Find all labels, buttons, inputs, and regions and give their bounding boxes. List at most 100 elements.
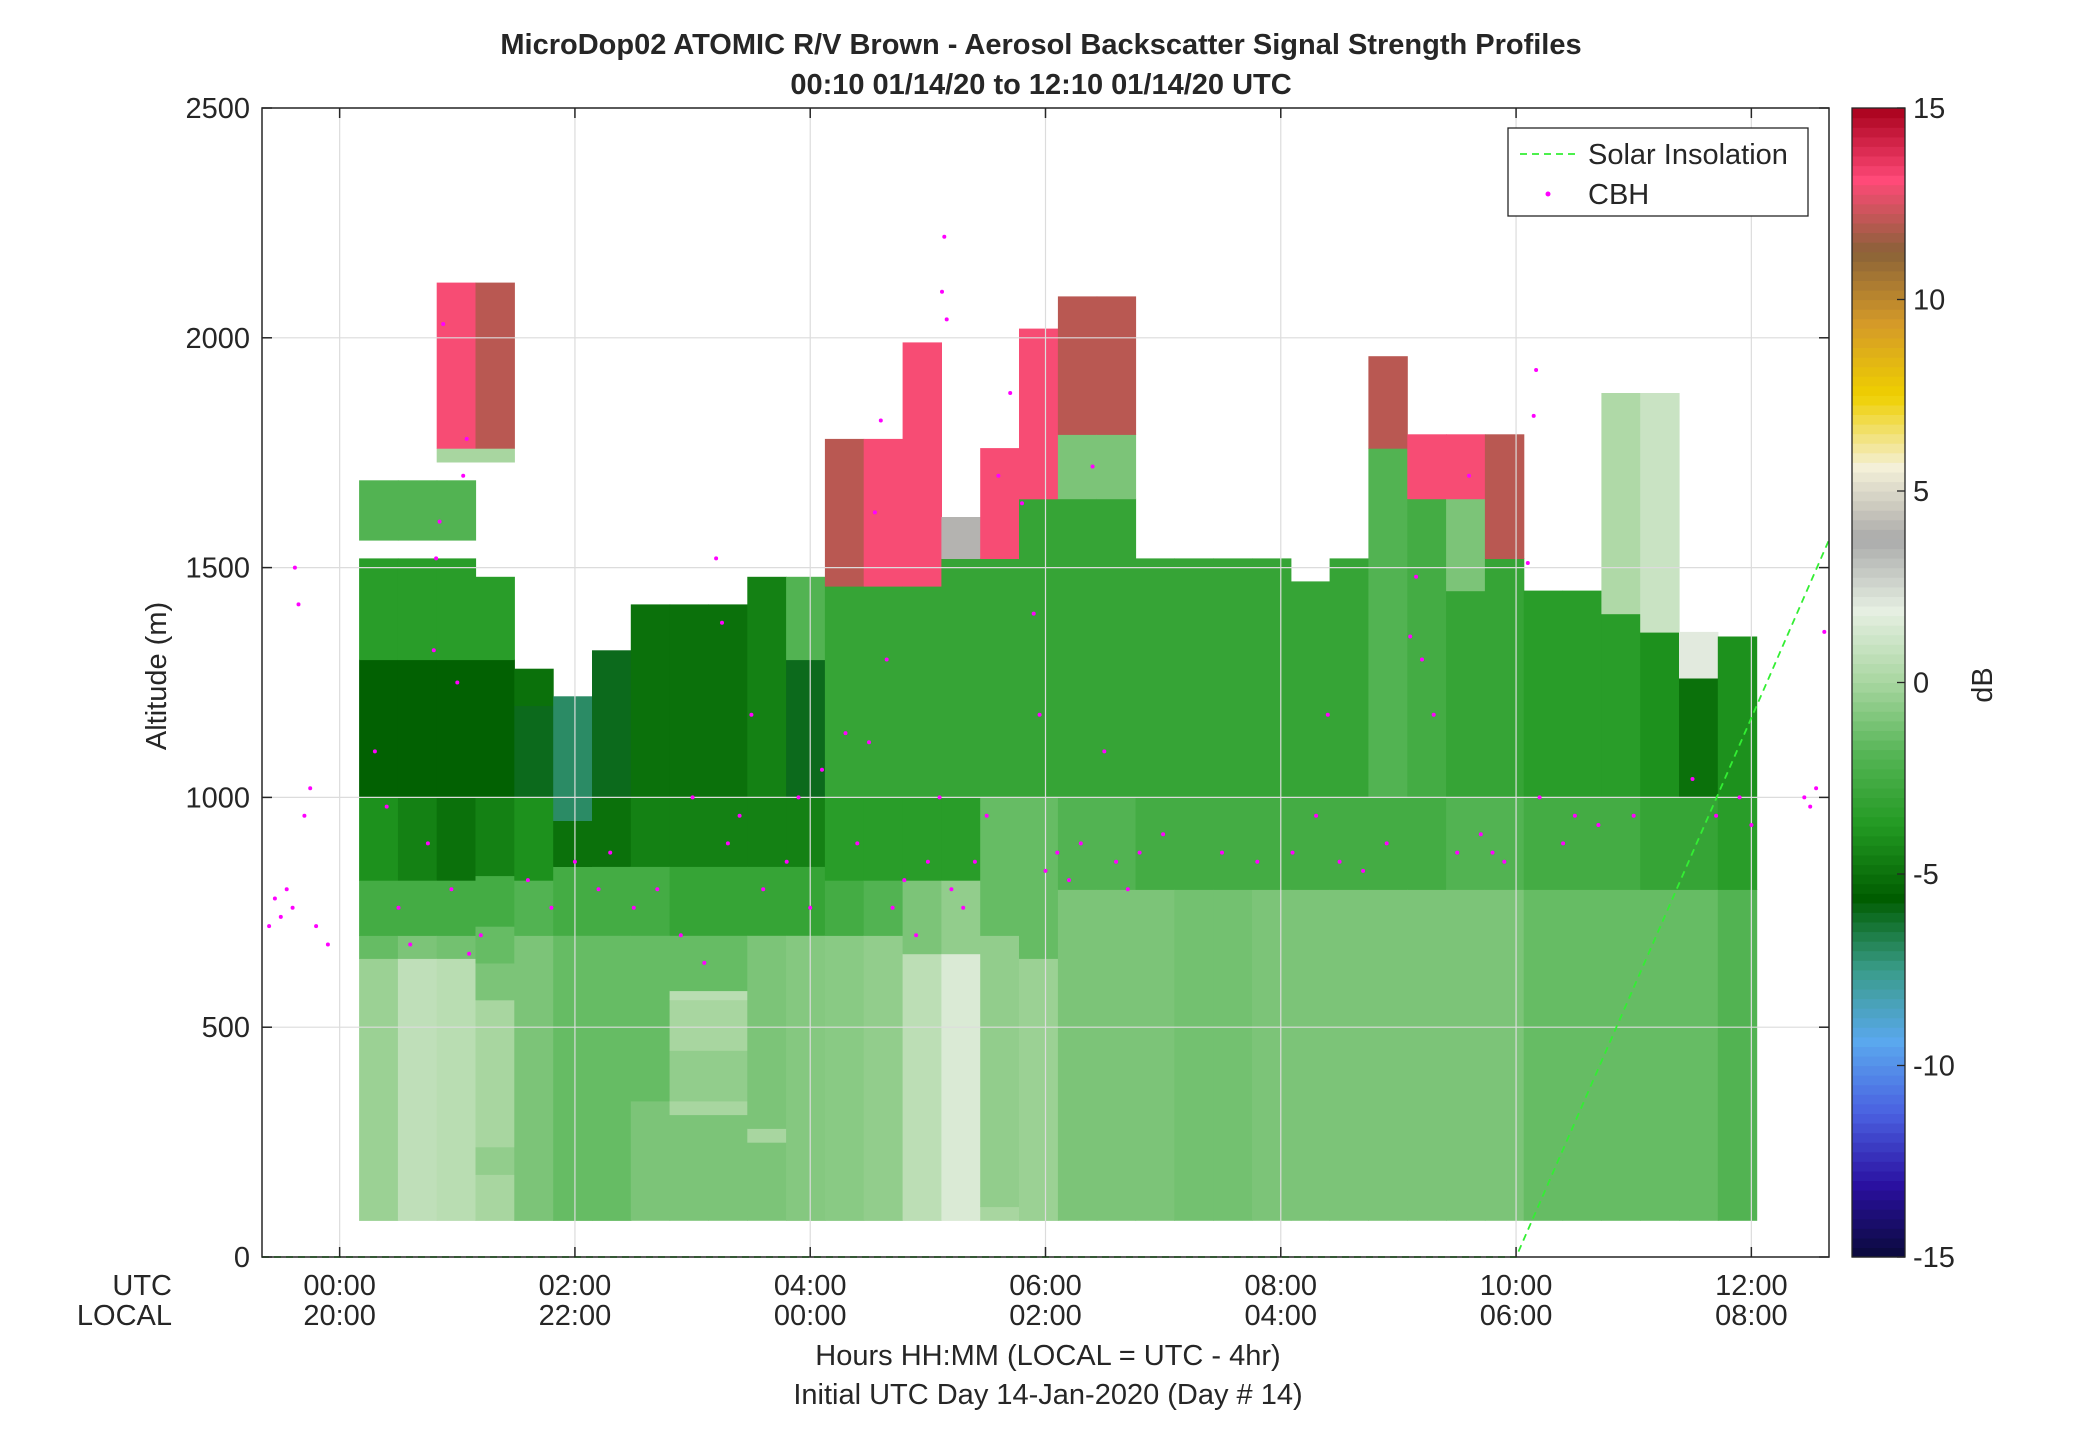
colorbar-band xyxy=(1852,634,1905,645)
heatmap-cell xyxy=(1290,581,1331,798)
colorbar-band xyxy=(1852,1237,1905,1248)
heatmap-cell xyxy=(1562,797,1602,890)
heatmap-cell xyxy=(747,935,787,1129)
colorbar-band xyxy=(1852,893,1905,904)
cbh-point xyxy=(996,473,1001,478)
heatmap-cell xyxy=(475,448,515,463)
colorbar-band xyxy=(1852,481,1905,492)
x-tick-label-utc: 06:00 xyxy=(1009,1270,1082,1302)
colorbar-band xyxy=(1852,902,1905,913)
cbh-point xyxy=(290,905,295,910)
heatmap-cell xyxy=(1057,296,1098,435)
heatmap-cell xyxy=(941,953,981,1221)
colorbar-band xyxy=(1852,749,1905,760)
colorbar-band xyxy=(1852,701,1905,712)
cbh-point xyxy=(302,813,307,818)
cbh-point xyxy=(655,887,660,892)
cbh-point xyxy=(940,289,944,294)
x-tick-label-utc: 00:00 xyxy=(303,1270,376,1302)
cbh-point xyxy=(1467,473,1471,478)
legend-box xyxy=(1507,127,1809,217)
colorbar-band xyxy=(1852,1170,1905,1181)
colorbar-band xyxy=(1852,586,1905,597)
legend-label: CBH xyxy=(1588,179,1649,211)
heatmap-cell xyxy=(1679,631,1719,679)
heatmap-cell xyxy=(1446,590,1486,798)
cbh-point xyxy=(408,942,413,947)
y-tick-label: 0 xyxy=(234,1242,250,1274)
heatmap-cell xyxy=(786,866,826,936)
colorbar-band xyxy=(1852,127,1905,138)
colorbar-band xyxy=(1852,165,1905,176)
colorbar-band xyxy=(1852,960,1905,971)
heatmap-cell xyxy=(1407,434,1447,500)
heatmap-cell xyxy=(436,659,477,798)
cbh-point xyxy=(808,905,813,910)
colorbar-band xyxy=(1852,816,1905,827)
heatmap-cell xyxy=(1446,434,1486,500)
heatmap-cell xyxy=(669,999,709,1051)
cbh-point xyxy=(437,519,442,524)
heatmap-cell xyxy=(980,935,1020,1208)
cbh-point xyxy=(984,813,989,818)
y-tick-label: 2000 xyxy=(185,323,250,355)
cbh-point xyxy=(292,565,297,570)
cbh-point xyxy=(1572,813,1577,818)
colorbar-band xyxy=(1852,615,1905,626)
colorbar-band xyxy=(1852,941,1905,952)
heatmap-cell xyxy=(1484,558,1525,592)
cbh-point xyxy=(1502,859,1507,864)
colorbar-band xyxy=(1852,222,1905,234)
colorbar-band xyxy=(1852,711,1905,722)
heatmap-cell xyxy=(980,448,1020,559)
heatmap-cell xyxy=(1679,797,1719,890)
heatmap-cell xyxy=(1562,889,1602,1221)
heatmap-cell xyxy=(1096,434,1137,500)
cbh-point xyxy=(749,712,754,717)
heatmap-cell xyxy=(1640,797,1680,890)
cbh-point xyxy=(1090,464,1095,469)
heatmap-cell xyxy=(824,586,865,798)
heatmap-cell xyxy=(1601,613,1641,798)
heatmap-cell xyxy=(592,935,632,1221)
colorbar-tick-label: 15 xyxy=(1913,93,1945,125)
colorbar-band xyxy=(1852,500,1905,511)
cbh-point xyxy=(867,740,871,745)
heatmap-cell xyxy=(1135,889,1175,1221)
colorbar-band xyxy=(1852,318,1905,329)
heatmap-cell xyxy=(592,650,632,798)
colorbar-band xyxy=(1852,759,1905,770)
colorbar-band xyxy=(1852,596,1905,607)
cbh-point xyxy=(1808,804,1813,809)
heatmap-cell xyxy=(1601,797,1641,890)
x-tick-label-local: 04:00 xyxy=(1244,1300,1317,1332)
heatmap-cell xyxy=(1057,797,1098,890)
y-tick-label: 1500 xyxy=(185,553,250,585)
heatmap-cell xyxy=(1407,797,1447,890)
cbh-point xyxy=(884,657,889,662)
cbh-point xyxy=(296,602,301,607)
colorbar-band xyxy=(1852,845,1905,856)
colorbar-band xyxy=(1852,931,1905,942)
heatmap-cell xyxy=(1562,590,1602,798)
heatmap-cell xyxy=(1019,958,1059,1221)
heatmap-cell xyxy=(980,797,1020,936)
cbh-point xyxy=(961,905,966,910)
colorbar-band xyxy=(1852,826,1905,837)
cbh-point xyxy=(631,905,636,910)
cbh-point xyxy=(872,510,877,515)
colorbar-band xyxy=(1852,136,1905,147)
cbh-point xyxy=(1455,850,1460,855)
legend: Solar Insolation CBH xyxy=(1507,127,1809,217)
heatmap-cell xyxy=(1290,797,1331,890)
colorbar-band xyxy=(1852,739,1905,751)
colorbar-band xyxy=(1852,1113,1905,1124)
heatmap-cell xyxy=(863,797,904,881)
cbh-point xyxy=(1596,823,1601,827)
heatmap-cell xyxy=(902,342,942,587)
heatmap-cell xyxy=(1484,797,1525,890)
heatmap-cell xyxy=(902,880,942,955)
cbh-point xyxy=(1531,413,1536,418)
colorbar-tick-label: 5 xyxy=(1913,476,1929,508)
